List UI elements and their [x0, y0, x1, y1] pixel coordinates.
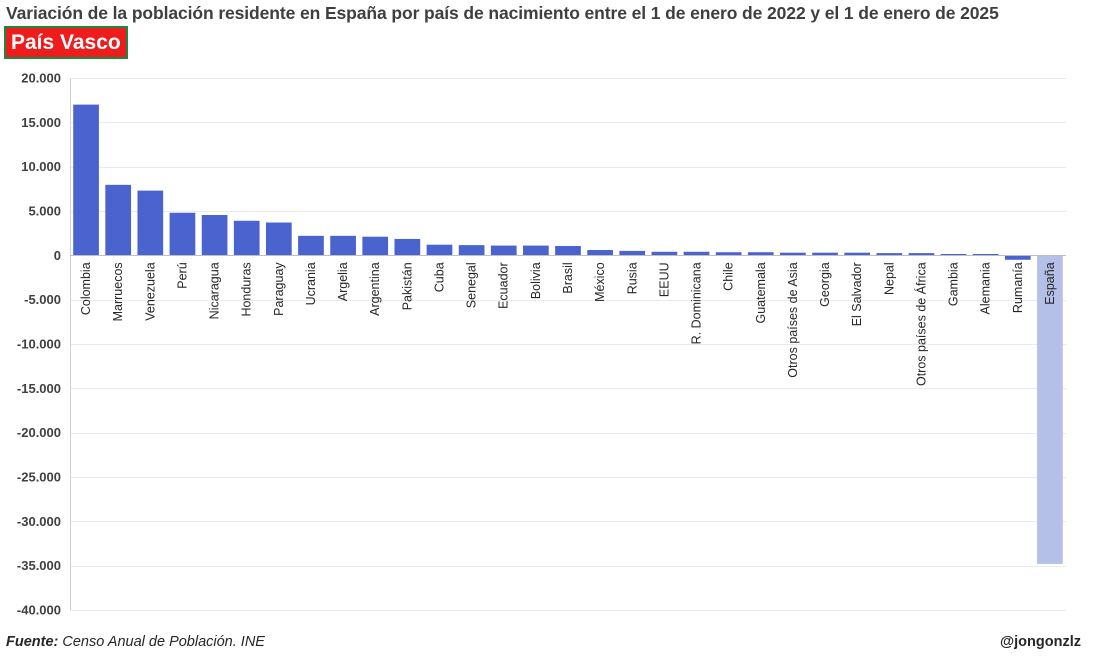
bars — [73, 104, 1063, 564]
bar-r-dominicana — [683, 251, 710, 256]
category-label: Perú — [175, 262, 189, 288]
y-tick-label: -30.000 — [17, 514, 61, 529]
category-label: Chile — [722, 262, 736, 291]
bar-nepal — [876, 253, 903, 256]
category-label: España — [1043, 262, 1057, 304]
category-label: Nepal — [882, 262, 896, 295]
category-label: Senegal — [465, 262, 479, 308]
y-tick-label: -40.000 — [17, 603, 61, 618]
category-label: Bolivia — [529, 262, 543, 299]
bar-el-salvador — [844, 252, 871, 256]
y-tick-label: 15.000 — [21, 115, 61, 130]
bar-gambia — [940, 254, 967, 256]
y-axis-tick-labels: 20.000 15.000 10.000 5.000 0 -5.000 -10.000 -15… — [17, 71, 61, 618]
category-label: Gambia — [947, 262, 961, 306]
category-label: Otros países de Asia — [786, 262, 800, 377]
y-tick-label: -35.000 — [17, 558, 61, 573]
y-tick-label: 10.000 — [21, 159, 61, 174]
category-label: EEUU — [657, 262, 671, 297]
bar-pakistán — [394, 238, 421, 256]
category-label: R. Dominicana — [690, 262, 704, 344]
bar-otros-países-de-áfrica — [908, 253, 935, 256]
y-tick-label: 20.000 — [21, 71, 61, 86]
category-label: Ucrania — [304, 262, 318, 305]
bar-colombia — [73, 104, 99, 256]
bar-bolivia — [523, 245, 549, 256]
category-label: México — [593, 262, 607, 302]
category-label: Pakistán — [400, 262, 414, 310]
author-credit: @jongonzlz — [1000, 634, 1081, 650]
category-label: Guatemala — [754, 262, 768, 323]
bar-georgia — [812, 252, 838, 256]
bar-argelia — [330, 235, 356, 256]
category-label: Venezuela — [143, 262, 157, 320]
y-tick-label: 0 — [54, 248, 61, 263]
bar-méxico — [587, 250, 613, 256]
bar-eeuu — [651, 251, 678, 256]
source-text: Censo Anual de Población. INE — [62, 634, 265, 650]
y-tick-label: -5.000 — [24, 292, 61, 307]
bar-honduras — [233, 220, 260, 256]
source-label: Fuente: — [6, 634, 59, 650]
bar-brasil — [555, 246, 581, 256]
bar-otros-países-de-asia — [780, 252, 806, 256]
bar-venezuela — [137, 190, 164, 256]
category-label: Rumanía — [1011, 262, 1025, 313]
bar-guatemala — [747, 252, 774, 256]
y-tick-label: -25.000 — [17, 470, 61, 485]
bar-españa — [1037, 255, 1063, 564]
category-label: Paraguay — [272, 262, 286, 316]
category-label: Honduras — [240, 262, 254, 316]
bar-rusia — [619, 250, 646, 256]
bar-marruecos — [105, 184, 132, 256]
category-label: Georgia — [818, 262, 832, 307]
bar-perú — [169, 212, 196, 256]
y-tick-label: 5.000 — [28, 204, 61, 219]
source-note: Fuente: Censo Anual de Población. INE — [6, 634, 265, 650]
bar-chile — [715, 252, 742, 256]
bar-cuba — [426, 244, 453, 256]
x-axis-category-labels: Colombia Marruecos Venezuela Perú Nicaragua H… — [79, 262, 1057, 386]
category-label: Otros países de África — [913, 262, 928, 386]
bar-argentina — [362, 236, 389, 256]
category-label: Alemania — [979, 262, 993, 314]
category-label: Colombia — [79, 262, 93, 315]
category-label: Nicaragua — [208, 262, 222, 319]
bar-ecuador — [490, 245, 517, 256]
y-tick-label: -10.000 — [17, 337, 61, 352]
category-label: El Salvador — [850, 262, 864, 326]
category-label: Brasil — [561, 262, 575, 293]
y-tick-label: -15.000 — [17, 381, 61, 396]
category-label: Argentina — [368, 262, 382, 316]
bar-nicaragua — [201, 214, 228, 256]
y-tick-label: -20.000 — [17, 425, 61, 440]
bar-ucrania — [298, 235, 324, 256]
category-label: Marruecos — [111, 262, 125, 321]
category-label: Rusia — [625, 262, 639, 294]
chart-title: Variación de la población residente en E… — [6, 3, 999, 23]
bar-paraguay — [265, 222, 292, 256]
bar-alemania — [972, 254, 999, 256]
category-label: Cuba — [432, 262, 446, 292]
region-badge: País Vasco — [4, 26, 128, 59]
bar-rumanía — [1004, 255, 1031, 260]
category-label: Ecuador — [497, 262, 511, 309]
bar-senegal — [458, 245, 485, 256]
category-label: Argelia — [336, 262, 350, 301]
